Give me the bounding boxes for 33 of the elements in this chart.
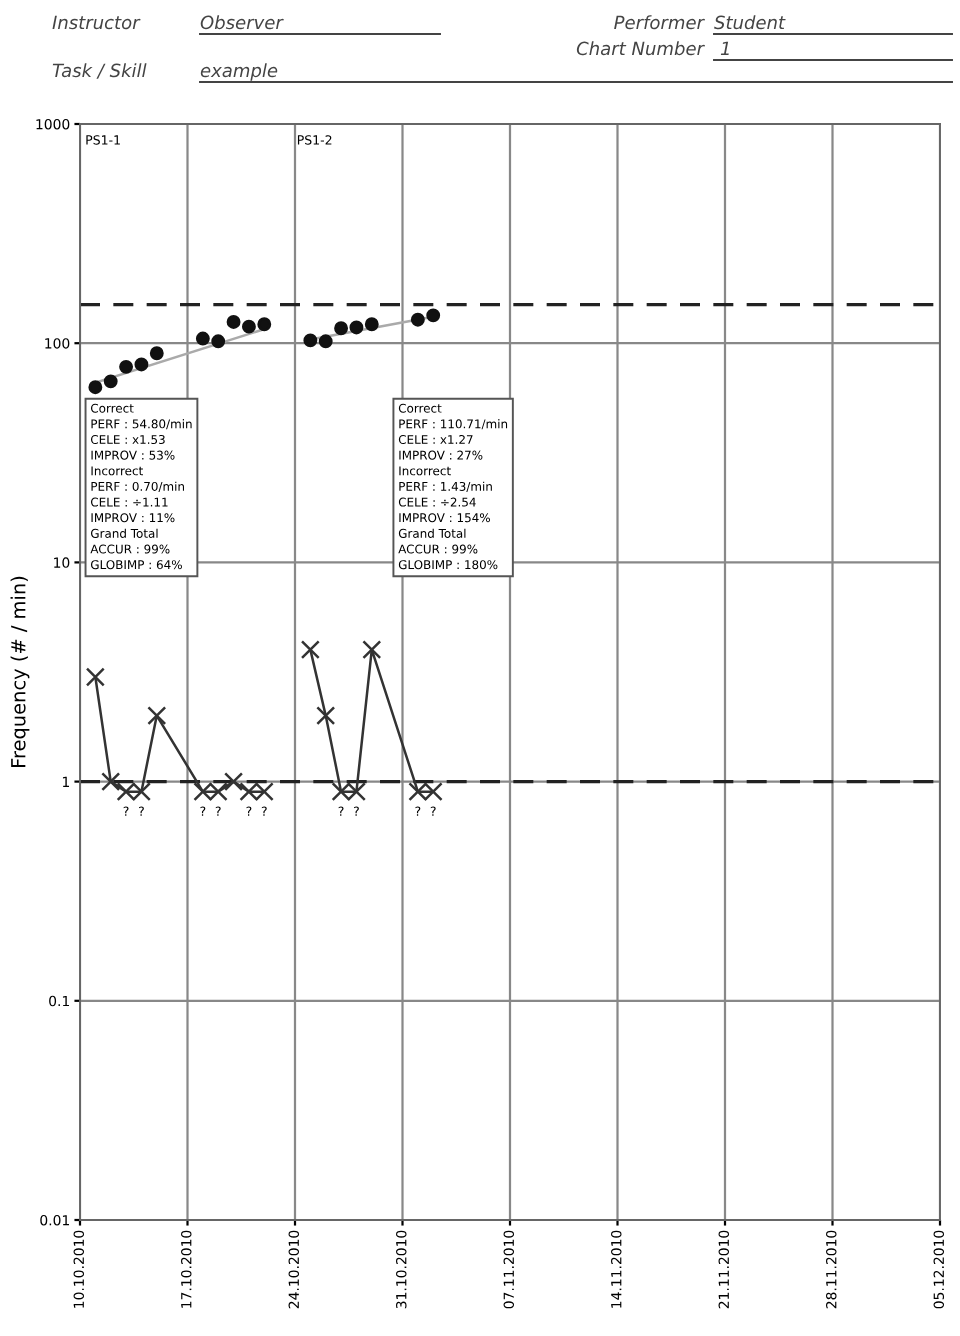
point	[226, 315, 241, 329]
point	[149, 346, 164, 361]
point	[103, 374, 118, 389]
y-axis-title: Frequency (# / min)	[10, 576, 30, 767]
point	[316, 706, 336, 726]
text: 1	[720, 41, 729, 55]
point	[241, 319, 256, 334]
point	[303, 333, 318, 348]
text: Chart Number	[576, 41, 705, 56]
point	[211, 334, 226, 349]
text: Performer	[614, 15, 705, 30]
point	[85, 667, 105, 687]
point	[147, 706, 167, 726]
point	[101, 772, 121, 792]
point	[334, 321, 349, 336]
text: Student	[714, 15, 786, 30]
point	[318, 334, 333, 349]
point	[349, 320, 364, 335]
text: Observer	[200, 15, 284, 30]
point	[134, 357, 149, 372]
text: example	[200, 63, 278, 81]
point	[88, 380, 103, 395]
point	[426, 308, 441, 323]
point	[300, 640, 320, 660]
point	[364, 317, 379, 332]
text: Instructor	[52, 15, 141, 30]
point	[362, 640, 382, 660]
point	[257, 317, 272, 332]
text: Task / Skill	[52, 63, 147, 79]
point	[195, 331, 210, 346]
point	[119, 359, 134, 374]
point	[223, 772, 244, 792]
point	[410, 312, 425, 327]
